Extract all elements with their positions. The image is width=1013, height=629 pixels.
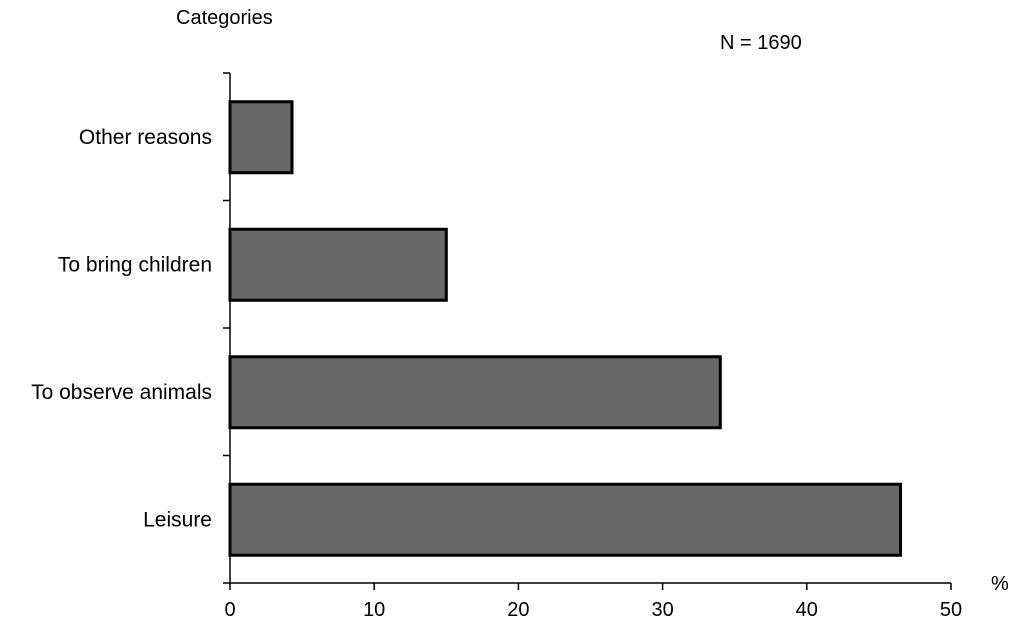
- x-tick-label-40: 40: [796, 599, 818, 621]
- x-tick-label-30: 30: [651, 599, 673, 621]
- bar-to-observe-animals: [228, 355, 722, 430]
- x-tick-label-10: 10: [363, 599, 385, 621]
- sample-size-annotation: N = 1690: [720, 32, 802, 54]
- y-axis-title: Categories: [176, 7, 273, 29]
- category-label-leisure: Leisure: [143, 508, 212, 531]
- bar-to-bring-children: [228, 227, 448, 302]
- x-tick-label-0: 0: [224, 599, 235, 621]
- x-tick-label-20: 20: [507, 599, 529, 621]
- category-label-to-bring-children: To bring children: [58, 253, 212, 276]
- x-axis-title: %: [991, 573, 1009, 595]
- category-label-other-reasons: Other reasons: [79, 126, 212, 149]
- bar-other-reasons: [228, 100, 294, 175]
- x-tick-label-50: 50: [940, 599, 962, 621]
- category-label-to-observe-animals: To observe animals: [31, 381, 212, 404]
- bar-leisure: [228, 482, 903, 557]
